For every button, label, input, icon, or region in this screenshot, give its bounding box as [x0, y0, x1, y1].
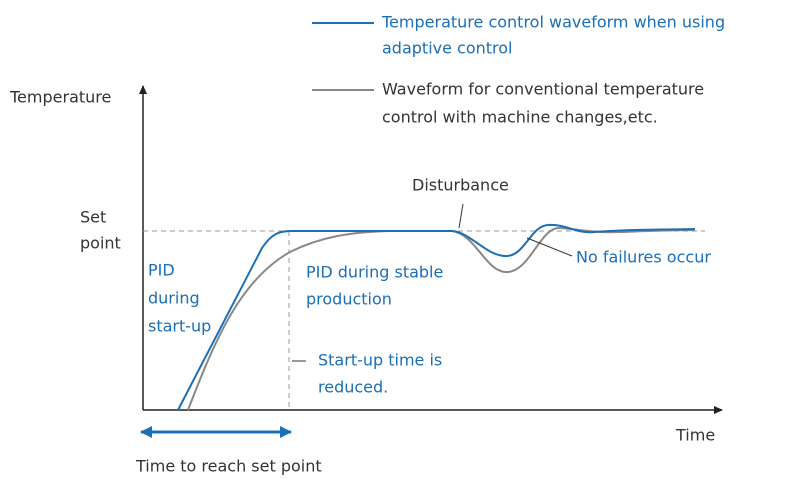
legend-text: adaptive control — [382, 39, 513, 58]
legend-text: control with machine changes,etc. — [382, 108, 658, 127]
y-axis-label: Temperature — [9, 88, 111, 107]
startup-time-label: reduced. — [318, 378, 388, 397]
adaptive-curve — [177, 223, 696, 411]
legend-text: Temperature control waveform when using — [381, 13, 725, 32]
no-failures-leader — [526, 237, 573, 257]
disturbance-label: Disturbance — [412, 176, 509, 195]
startup-pid-label: during — [148, 289, 200, 308]
disturbance-leader — [458, 203, 464, 229]
set-point-label: Set — [80, 208, 106, 227]
startup-time-label: Start-up time is — [318, 351, 442, 370]
legend-text: Waveform for conventional temperature — [382, 80, 704, 99]
startup-pid-label: PID — [148, 261, 175, 280]
stable-pid-label: PID during stable — [306, 263, 443, 282]
x-axis-label: Time — [675, 426, 715, 445]
stable-pid-label: production — [306, 290, 392, 309]
set-point-label: point — [80, 234, 121, 253]
no-failures-label: No failures occur — [576, 248, 711, 267]
startup-pid-label: start-up — [148, 317, 211, 336]
conventional-curve — [187, 226, 696, 411]
time-to-set-point-label: Time to reach set point — [135, 457, 322, 476]
